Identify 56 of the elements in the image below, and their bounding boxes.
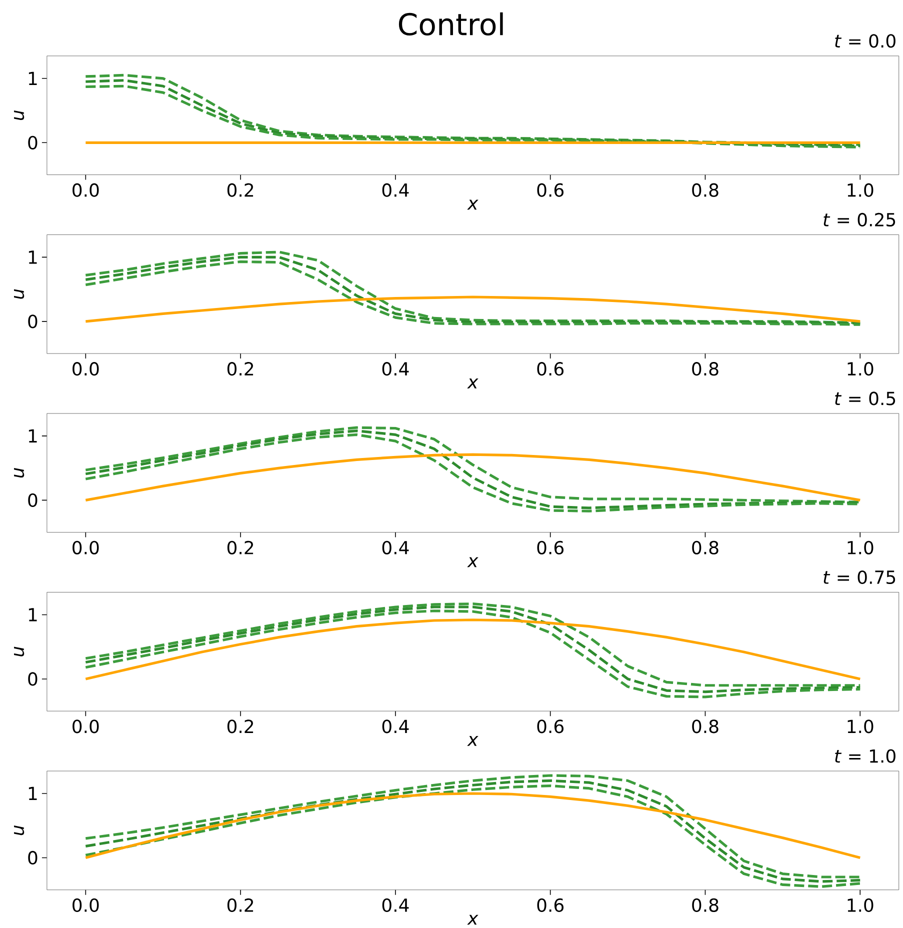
x-axis-title: x xyxy=(467,736,478,746)
chart-title: t = 0.75 xyxy=(824,570,896,584)
y-tick-label: 1 xyxy=(29,608,37,622)
y-tick-label: 0 xyxy=(28,493,38,507)
x-tick-label: 0.2 xyxy=(228,183,254,197)
x-tick-label: 0.8 xyxy=(692,362,718,376)
x-tick-label: 0.8 xyxy=(692,898,718,912)
x-tick-label: 0.2 xyxy=(228,898,254,912)
y-tick-label: 1 xyxy=(29,250,37,264)
y-tick-label: 0 xyxy=(28,850,38,865)
chart-title: t = 1.0 xyxy=(835,749,896,763)
x-tick-label: 0.6 xyxy=(537,183,564,197)
chart-title: t = 0.0 xyxy=(835,34,896,48)
x-axis-title: x xyxy=(467,557,478,568)
y-tick-label: 1 xyxy=(29,429,37,443)
x-tick-label: 0.8 xyxy=(692,720,718,734)
x-tick-label: 0.0 xyxy=(72,362,99,376)
chart-title: t = 0.5 xyxy=(835,392,896,406)
y-tick-label: 1 xyxy=(29,786,37,800)
x-tick-label: 0.2 xyxy=(228,362,254,376)
x-tick-label: 0.2 xyxy=(228,540,254,554)
x-tick-label: 1.0 xyxy=(848,720,874,734)
x-tick-label: 1.0 xyxy=(848,362,874,376)
x-tick-label: 1.0 xyxy=(848,540,874,554)
y-tick-label: 0 xyxy=(28,672,38,686)
y-axis-title: u xyxy=(14,646,24,656)
text: Control xyxy=(399,12,503,36)
x-tick-label: 0.4 xyxy=(382,898,409,912)
x-axis-title: x xyxy=(467,378,478,388)
y-axis-title: u xyxy=(14,110,24,120)
x-tick-label: 0.0 xyxy=(72,720,99,734)
x-axis-title: x xyxy=(467,200,478,210)
x-tick-label: 0.2 xyxy=(228,720,254,734)
x-tick-label: 0.4 xyxy=(382,362,409,376)
y-tick-label: 0 xyxy=(28,136,38,150)
x-tick-label: 0.6 xyxy=(537,898,564,912)
x-tick-label: 0.0 xyxy=(72,898,99,912)
x-tick-label: 0.6 xyxy=(537,540,564,554)
chart-title: t = 0.25 xyxy=(824,212,896,226)
y-tick-label: 0 xyxy=(28,314,38,328)
x-tick-label: 1.0 xyxy=(848,183,874,197)
x-tick-label: 1.0 xyxy=(848,898,874,912)
x-tick-label: 0.4 xyxy=(382,183,409,197)
x-tick-label: 0.4 xyxy=(382,720,409,734)
x-tick-label: 0.8 xyxy=(692,540,718,554)
y-axis-title: u xyxy=(14,826,24,836)
y-axis-title: u xyxy=(14,468,24,478)
x-tick-label: 0.8 xyxy=(692,183,718,197)
x-tick-label: 0.6 xyxy=(537,720,564,734)
x-tick-label: 0.4 xyxy=(382,540,409,554)
y-axis-title: u xyxy=(14,289,24,299)
x-tick-label: 0.6 xyxy=(537,362,564,376)
y-tick-label: 1 xyxy=(29,72,37,85)
x-tick-label: 0.0 xyxy=(72,540,99,554)
x-tick-label: 0.0 xyxy=(72,183,99,197)
x-axis-title: x xyxy=(467,914,478,925)
